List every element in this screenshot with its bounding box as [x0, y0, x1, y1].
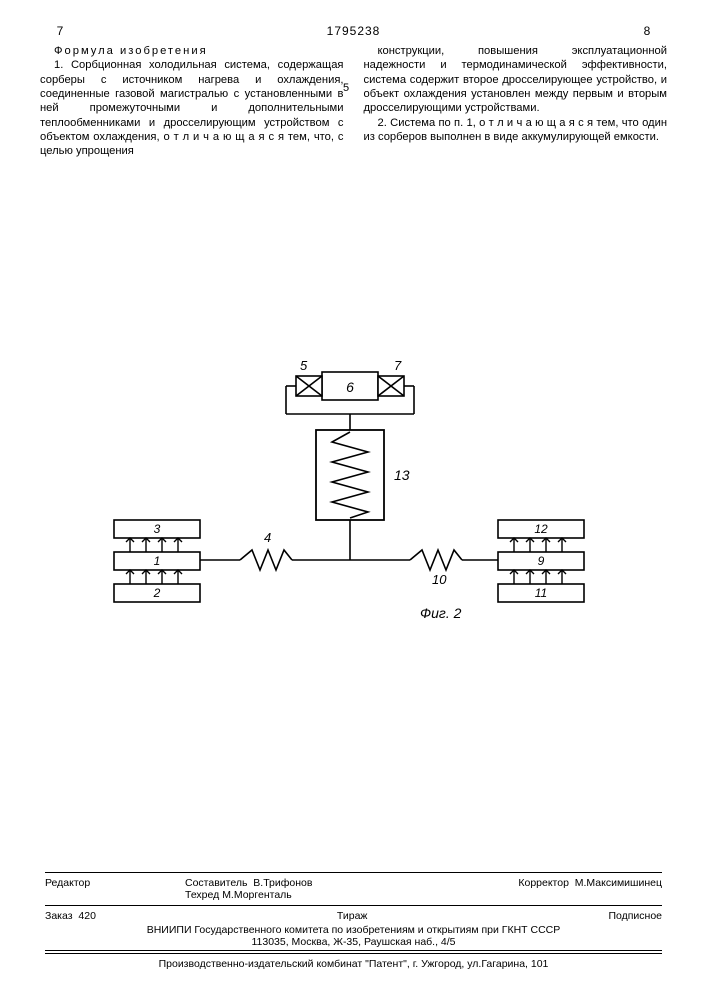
vniipi: ВНИИПИ Государственного комитета по изоб… — [45, 924, 662, 936]
label-13: 13 — [394, 467, 410, 483]
label-1: 1 — [154, 554, 161, 568]
line-number-5: 5 — [343, 82, 349, 94]
label-10: 10 — [432, 572, 447, 587]
page-num-left: 7 — [40, 24, 80, 38]
page-header: 7 1795238 8 — [40, 24, 667, 38]
doc-number: 1795238 — [80, 24, 627, 38]
text-columns: Формула изобретения 1. Сорбционная холод… — [40, 44, 667, 159]
claim-1-left: 1. Сорбционная холодильная система, соде… — [40, 58, 344, 158]
right-column: конструкции, повышения эксплуатационной … — [364, 44, 668, 159]
label-6: 6 — [346, 379, 354, 395]
editor-label: Редактор — [45, 877, 185, 901]
throttle-4 — [240, 550, 292, 570]
label-5: 5 — [300, 360, 308, 373]
label-3: 3 — [154, 522, 161, 536]
label-4: 4 — [264, 530, 271, 545]
right-stack: 12 9 11 — [498, 520, 584, 602]
claim-2: 2. Система по п. 1, о т л и ч а ю щ а я … — [364, 116, 668, 145]
formula-title: Формула изобретения — [40, 44, 344, 58]
order: Заказ 420 — [45, 910, 96, 922]
throttle-10 — [410, 550, 462, 570]
diagram-svg: 6 5 7 13 — [100, 360, 600, 620]
label-7: 7 — [394, 360, 402, 373]
left-column: Формула изобретения 1. Сорбционная холод… — [40, 44, 344, 159]
vniipi-address: 113035, Москва, Ж-35, Раушская наб., 4/5 — [45, 936, 662, 948]
valve-5 — [296, 376, 322, 396]
figure-caption: Фиг. 2 — [420, 605, 461, 621]
label-9: 9 — [538, 554, 545, 568]
footer-block: Редактор Составитель В.Трифонов Техред М… — [45, 870, 662, 970]
valve-7 — [378, 376, 404, 396]
label-11: 11 — [535, 586, 547, 600]
subscr: Подписное — [608, 910, 662, 922]
page-num-right: 8 — [627, 24, 667, 38]
figure-2-diagram: 6 5 7 13 — [100, 360, 600, 630]
label-2: 2 — [153, 586, 161, 600]
corrector: Корректор М.Максимишинец — [518, 877, 662, 901]
printer: Производственно-издательский комбинат "П… — [45, 956, 662, 970]
left-stack: 3 1 2 — [114, 520, 200, 602]
tirazh: Тираж — [96, 910, 609, 922]
label-12: 12 — [534, 522, 548, 536]
claim-1-right: конструкции, повышения эксплуатационной … — [364, 44, 668, 116]
compiler: Составитель В.Трифонов Техред М.Моргента… — [185, 877, 312, 901]
